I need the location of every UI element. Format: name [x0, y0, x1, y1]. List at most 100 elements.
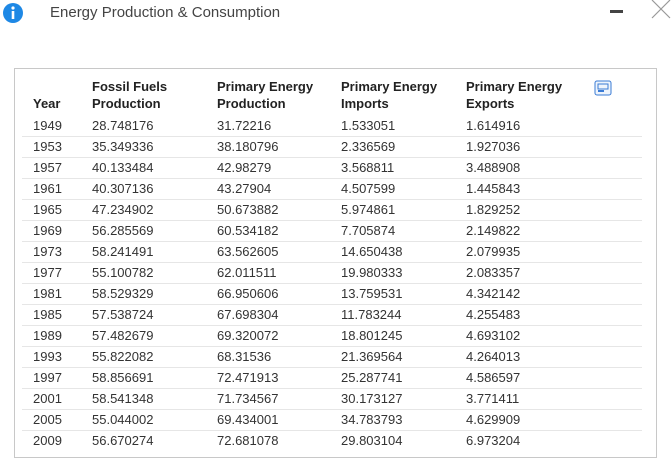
table-cell: 69.434001: [217, 412, 279, 427]
close-button[interactable]: [651, 0, 671, 19]
table-cell: 4.693102: [466, 328, 521, 343]
table-cell: 1.533051: [341, 118, 396, 133]
column-header: Primary Energy: [217, 79, 314, 94]
row-divider: [22, 178, 642, 179]
table-cell: 29.803104: [341, 433, 403, 448]
minimize-button[interactable]: [610, 10, 623, 13]
table-cell: 7.705874: [341, 223, 396, 238]
table-cell: 55.100782: [92, 265, 154, 280]
column-header: Production: [92, 96, 161, 111]
table-cell: 18.801245: [341, 328, 403, 343]
table-cell: 1993: [33, 349, 62, 364]
table-cell: 42.98279: [217, 160, 272, 175]
row-divider: [22, 409, 642, 410]
table-cell: 6.973204: [466, 433, 521, 448]
table-cell: 69.320072: [217, 328, 279, 343]
table-cell: 2.083357: [466, 265, 521, 280]
row-divider: [22, 157, 642, 158]
table-cell: 63.562605: [217, 244, 279, 259]
table-cell: 56.670274: [92, 433, 154, 448]
column-header: Imports: [341, 96, 389, 111]
column-header: Primary Energy: [466, 79, 563, 94]
row-divider: [22, 199, 642, 200]
table-cell: 1997: [33, 370, 62, 385]
table-cell: 2005: [33, 412, 62, 427]
table-cell: 72.471913: [217, 370, 279, 385]
table-cell: 57.538724: [92, 307, 154, 322]
table-cell: 25.287741: [341, 370, 403, 385]
table-cell: 2001: [33, 391, 62, 406]
table-cell: 68.31536: [217, 349, 272, 364]
table-cell: 4.264013: [466, 349, 521, 364]
table-cell: 40.307136: [92, 181, 154, 196]
table-cell: 58.856691: [92, 370, 154, 385]
row-divider: [22, 346, 642, 347]
table-cell: 1.829252: [466, 202, 521, 217]
table-cell: 1989: [33, 328, 62, 343]
table-cell: 13.759531: [341, 286, 403, 301]
table-cell: 2.079935: [466, 244, 521, 259]
copy-icon[interactable]: [594, 80, 612, 96]
table-cell: 72.681078: [217, 433, 279, 448]
row-divider: [22, 388, 642, 389]
table-cell: 3.488908: [466, 160, 521, 175]
table-cell: 4.342142: [466, 286, 521, 301]
table-cell: 62.011511: [217, 265, 277, 280]
table-cell: 2.149822: [466, 223, 521, 238]
window-controls[interactable]: [608, 0, 672, 22]
table-cell: 28.748176: [92, 118, 154, 133]
column-header: Exports: [466, 96, 515, 111]
table-cell: 1965: [33, 202, 62, 217]
table-cell: 71.734567: [217, 391, 279, 406]
row-divider: [22, 367, 642, 368]
table-cell: 58.241491: [92, 244, 154, 259]
table-cell: 66.950606: [217, 286, 279, 301]
table-cell: 38.180796: [217, 139, 279, 154]
table-cell: 1.445843: [466, 181, 521, 196]
table-cell: 50.673882: [217, 202, 279, 217]
table-cell: 47.234902: [92, 202, 154, 217]
table-cell: 1.927036: [466, 139, 521, 154]
column-header: Year: [33, 96, 61, 111]
row-divider: [22, 241, 642, 242]
table-cell: 67.698304: [217, 307, 279, 322]
table-cell: 21.369564: [341, 349, 403, 364]
table-cell: 43.27904: [217, 181, 272, 196]
column-header: Production: [217, 96, 286, 111]
table-cell: 11.783244: [341, 307, 402, 322]
table-cell: 30.173127: [341, 391, 403, 406]
table-cell: 34.783793: [341, 412, 403, 427]
table-cell: 1973: [33, 244, 62, 259]
table-cell: 31.72216: [217, 118, 272, 133]
table-cell: 5.974861: [341, 202, 396, 217]
info-icon: [3, 3, 23, 23]
table-frame: [14, 68, 657, 458]
table-cell: 1949: [33, 118, 62, 133]
row-divider: [22, 136, 642, 137]
table-cell: 4.255483: [466, 307, 521, 322]
dialog-title: Energy Production & Consumption: [50, 4, 281, 21]
table-cell: 56.285569: [92, 223, 154, 238]
table-cell: 4.586597: [466, 370, 521, 385]
table-cell: 55.822082: [92, 349, 154, 364]
row-divider: [22, 220, 642, 221]
table-cell: 1.614916: [466, 118, 521, 133]
table-cell: 40.133484: [92, 160, 154, 175]
row-divider: [22, 325, 642, 326]
table-cell: 19.980333: [341, 265, 403, 280]
table-cell: 1985: [33, 307, 62, 322]
row-divider: [22, 430, 642, 431]
table-cell: 60.534182: [217, 223, 279, 238]
table-cell: 57.482679: [92, 328, 154, 343]
table-cell: 2.336569: [341, 139, 396, 154]
table-cell: 35.349336: [92, 139, 154, 154]
table-cell: 3.771411: [466, 391, 520, 406]
table-cell: 4.507599: [341, 181, 396, 196]
table-cell: 58.529329: [92, 286, 154, 301]
column-header: Fossil Fuels: [92, 79, 168, 94]
table-cell: 4.629909: [466, 412, 521, 427]
row-divider: [22, 283, 642, 284]
table-cell: 1981: [33, 286, 62, 301]
row-divider: [22, 304, 642, 305]
